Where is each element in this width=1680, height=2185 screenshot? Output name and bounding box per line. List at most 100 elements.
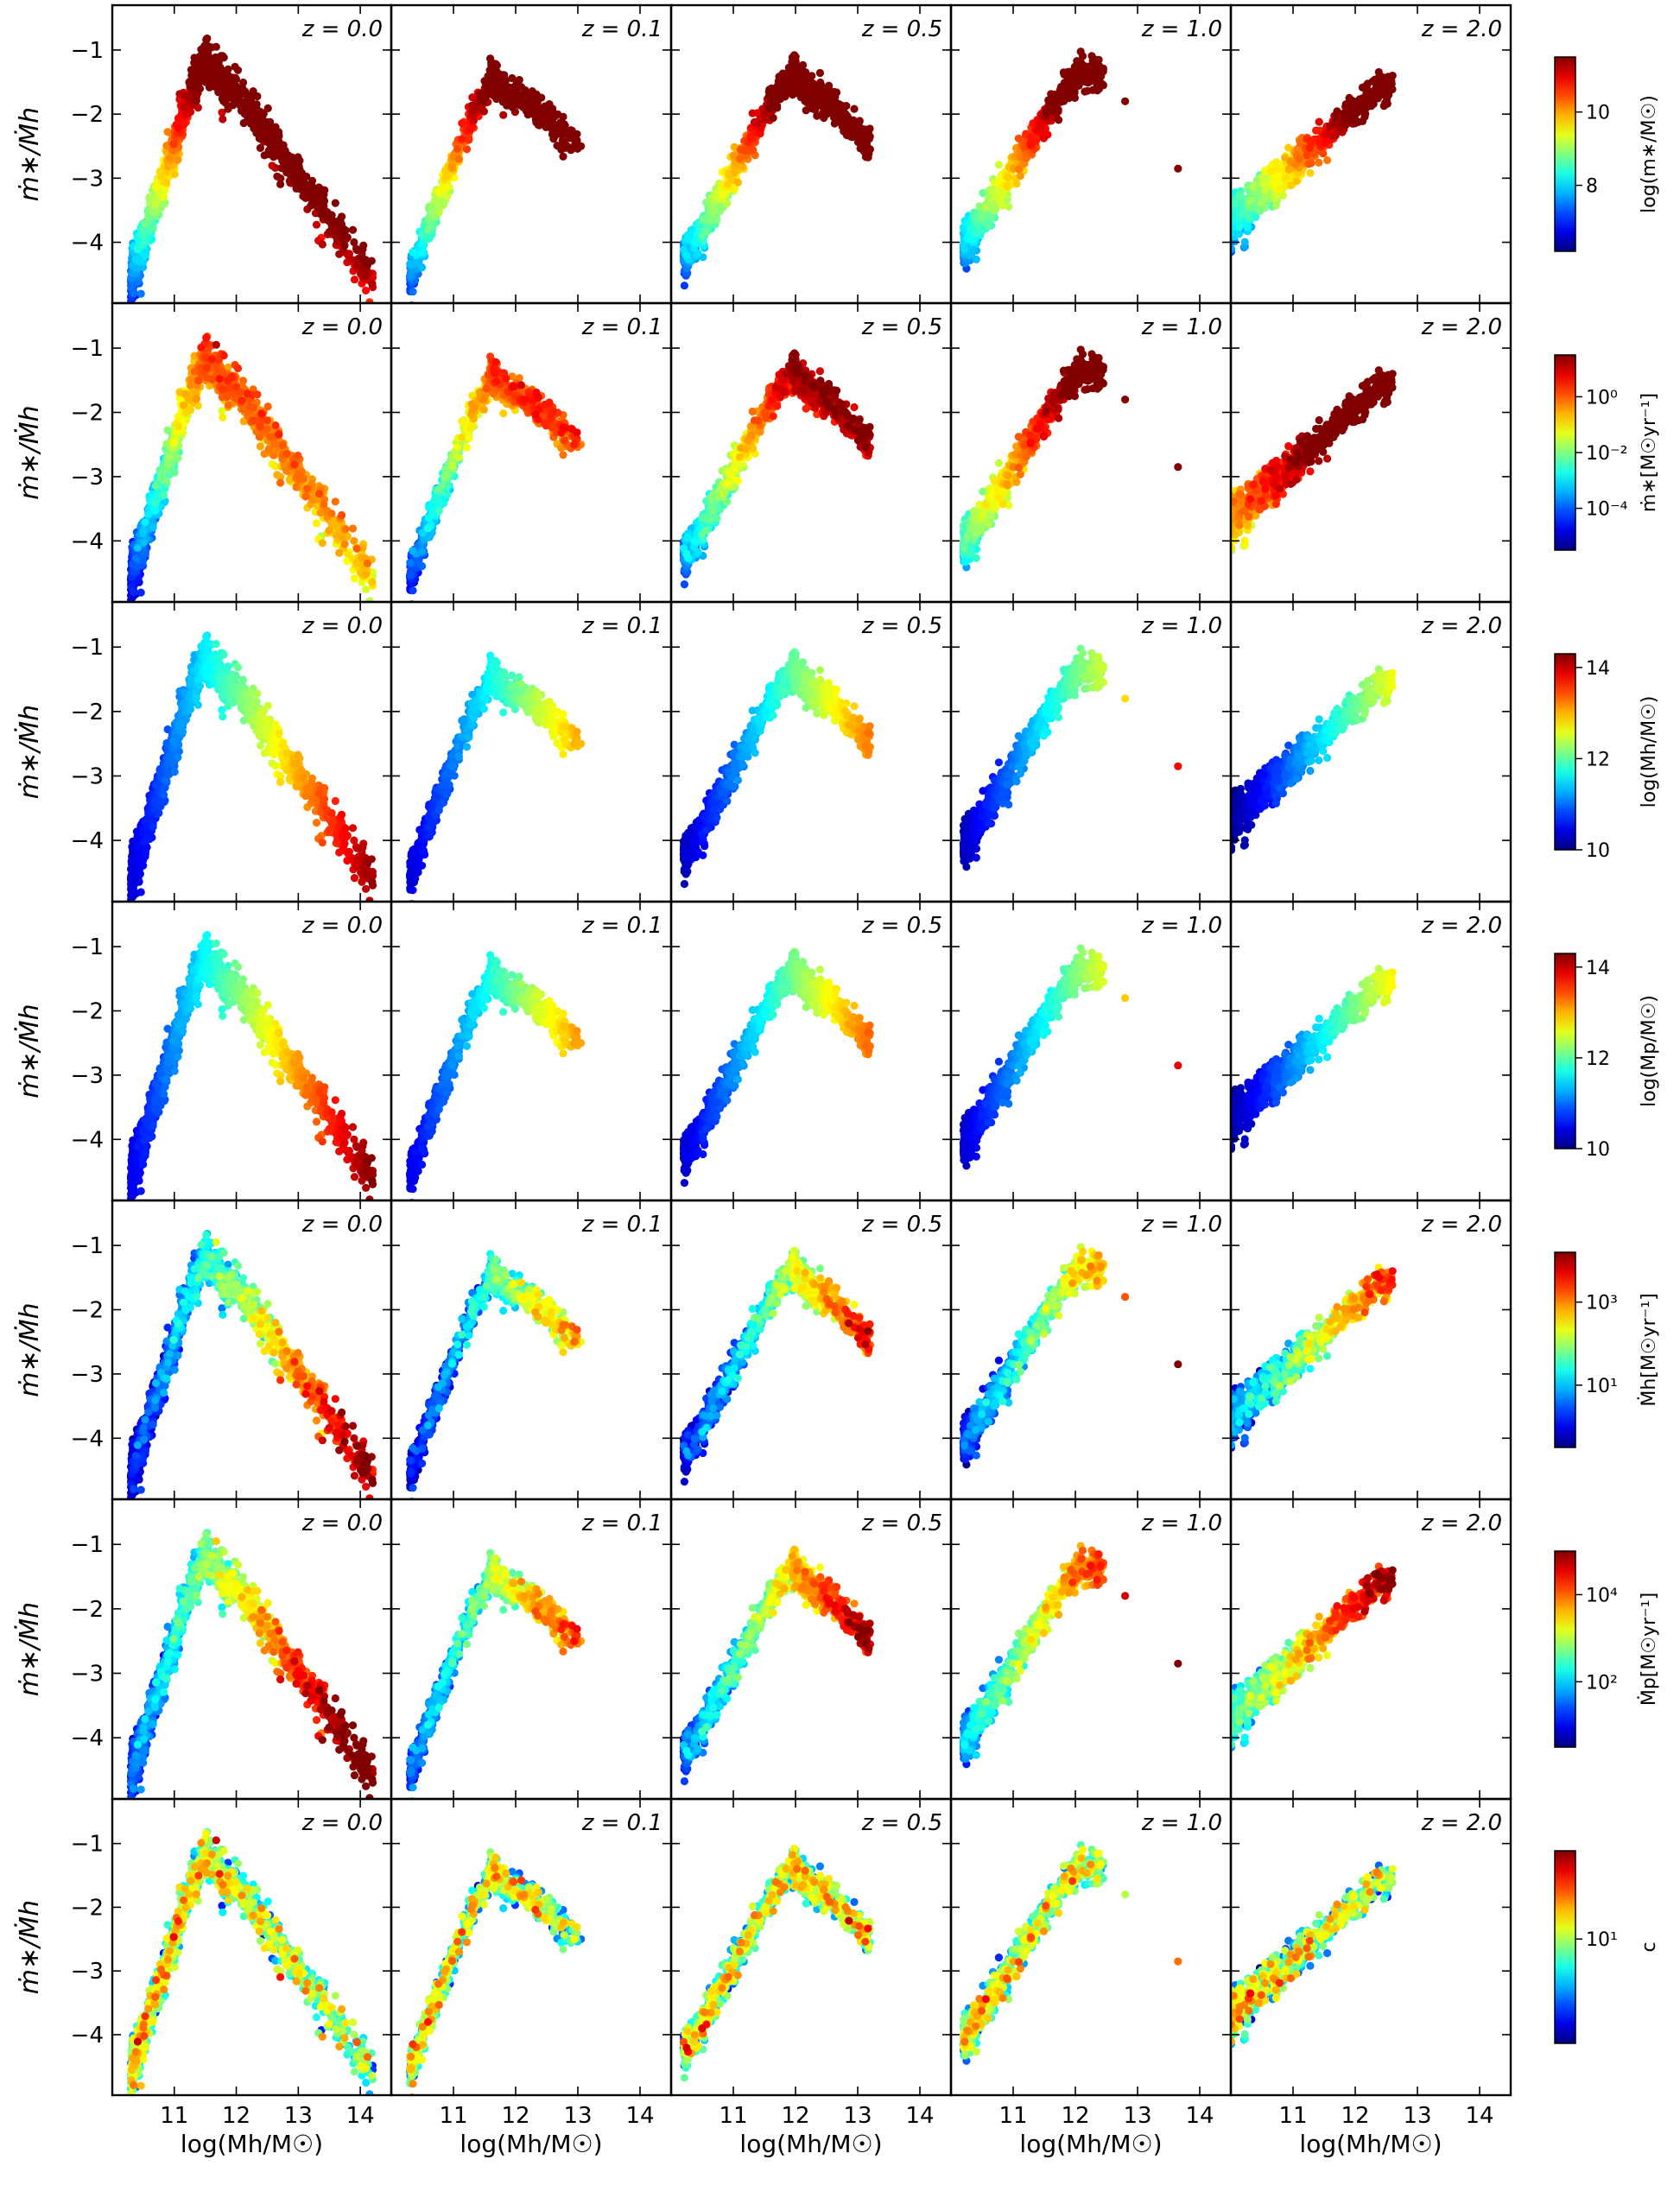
data-point — [275, 131, 283, 141]
data-point — [502, 76, 510, 85]
data-point — [548, 109, 558, 117]
data-point — [1094, 55, 1103, 64]
data-point — [1271, 193, 1280, 202]
data-point — [1379, 102, 1388, 111]
data-point — [438, 183, 447, 192]
data-point — [479, 107, 489, 116]
data-point — [1231, 244, 1236, 253]
data-point — [1309, 149, 1318, 158]
data-point — [423, 225, 433, 234]
data-point — [197, 45, 206, 54]
data-point — [1042, 108, 1050, 117]
data-point — [1266, 167, 1275, 176]
data-point — [1077, 60, 1086, 69]
data-point — [467, 101, 477, 110]
scatter-points — [406, 54, 586, 303]
data-point — [865, 124, 874, 133]
data-point — [162, 179, 171, 187]
data-point — [754, 118, 763, 127]
data-point — [151, 207, 160, 217]
data-point — [139, 227, 148, 236]
data-point — [318, 240, 326, 249]
data-point — [257, 111, 266, 119]
data-point — [243, 91, 252, 99]
data-point — [301, 193, 310, 202]
data-point — [192, 91, 200, 99]
data-point — [350, 276, 359, 284]
data-point — [418, 263, 427, 272]
data-point — [278, 142, 287, 151]
data-point — [149, 523, 157, 532]
data-point — [969, 208, 979, 217]
panel-r1-c4: z = 1.0 — [949, 3, 1233, 305]
data-point — [249, 118, 257, 127]
data-point — [1350, 98, 1359, 107]
data-point — [1373, 74, 1381, 83]
data-point — [201, 55, 210, 64]
data-point — [170, 170, 179, 179]
data-point — [207, 57, 216, 66]
data-point — [341, 226, 350, 235]
data-point — [294, 153, 302, 162]
data-point — [773, 104, 782, 112]
data-point — [407, 260, 415, 269]
data-point — [998, 201, 1007, 210]
data-point — [816, 78, 825, 87]
data-point — [1284, 165, 1293, 174]
data-point — [129, 288, 138, 297]
data-point — [713, 215, 721, 224]
data-point — [855, 117, 864, 127]
data-point — [164, 162, 173, 171]
data-point — [141, 251, 149, 260]
data-point — [1026, 132, 1035, 142]
data-point — [825, 81, 834, 90]
data-point — [442, 172, 451, 180]
data-point — [994, 161, 1003, 169]
data-point — [1387, 79, 1396, 88]
data-point — [238, 98, 246, 106]
data-point — [257, 124, 265, 133]
data-point — [810, 85, 819, 93]
data-point — [1312, 126, 1321, 135]
panel-r1-c1: z = 0.0−1−2−3−4 — [71, 3, 393, 305]
data-point — [762, 116, 770, 124]
data-point — [365, 298, 374, 303]
data-point — [1360, 112, 1369, 121]
data-point — [730, 142, 739, 151]
data-point — [1037, 121, 1045, 130]
data-point — [793, 72, 802, 80]
data-point — [131, 554, 140, 563]
data-point — [418, 230, 427, 238]
data-point — [1273, 164, 1283, 173]
data-point — [1068, 84, 1077, 92]
data-point — [1003, 181, 1011, 190]
data-point — [194, 78, 203, 86]
data-point — [535, 107, 543, 116]
data-point — [160, 491, 168, 500]
data-point — [136, 289, 145, 298]
data-point — [788, 57, 797, 66]
data-point — [264, 147, 273, 155]
data-point — [207, 77, 216, 86]
data-point — [162, 477, 171, 486]
data-point — [362, 271, 371, 280]
data-point — [1286, 181, 1295, 190]
data-point — [454, 155, 464, 163]
panel-r1-c2: z = 0.1 — [390, 3, 673, 305]
data-point — [1014, 165, 1024, 174]
data-point — [482, 86, 491, 95]
data-point — [540, 120, 548, 129]
data-point — [271, 163, 280, 172]
data-point — [841, 110, 850, 118]
data-point — [680, 282, 689, 290]
data-point — [702, 228, 711, 237]
data-point — [174, 453, 182, 463]
data-point — [764, 103, 773, 112]
panel-frame — [949, 3, 1233, 305]
data-point — [409, 288, 417, 296]
data-point — [256, 143, 264, 152]
data-point — [1235, 222, 1244, 231]
data-point — [192, 97, 200, 105]
data-point — [1281, 154, 1290, 162]
data-point — [984, 221, 992, 230]
